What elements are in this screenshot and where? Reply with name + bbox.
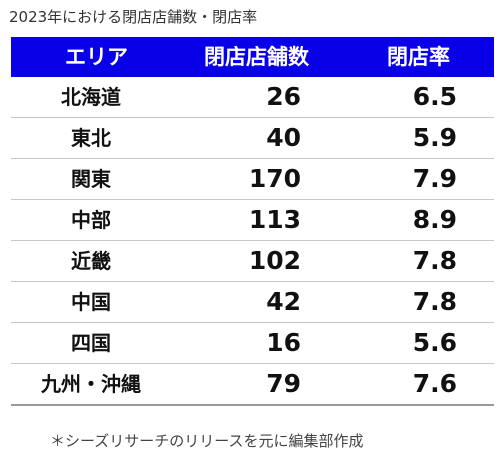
table-row: 中国 42 7.8 (11, 282, 494, 323)
cell-closure-rate: 8.9 (412, 205, 457, 234)
table-row: 関東 170 7.9 (11, 159, 494, 200)
cell-closed-stores: 26 (266, 82, 301, 111)
source-note: ＊シーズリサーチのリリースを元に編集部作成 (50, 432, 364, 450)
table-row: 中部 113 8.9 (11, 200, 494, 241)
cell-closed-stores: 42 (266, 287, 301, 316)
chart-title: 2023年における閉店店舗数・閉店率 (9, 8, 258, 26)
table-row: 東北 40 5.9 (11, 118, 494, 159)
cell-closed-stores: 79 (266, 369, 301, 398)
cell-area: 近畿 (71, 249, 111, 273)
cell-closure-rate: 7.8 (412, 246, 457, 275)
header-closure-rate: 閉店率 (387, 45, 450, 69)
cell-area: 九州・沖縄 (41, 372, 141, 396)
cell-closed-stores: 16 (266, 328, 301, 357)
cell-area: 中部 (71, 208, 111, 232)
header-closed-stores: 閉店店舗数 (204, 45, 309, 69)
table-row: 北海道 26 6.5 (11, 77, 494, 118)
table-row: 近畿 102 7.8 (11, 241, 494, 282)
cell-closure-rate: 7.8 (412, 287, 457, 316)
cell-closure-rate: 6.5 (412, 82, 457, 111)
cell-closed-stores: 40 (266, 123, 301, 152)
closure-table: エリア 閉店店舗数 閉店率 北海道 26 6.5 東北 40 5.9 関東 17… (11, 37, 494, 406)
cell-area: 四国 (71, 331, 111, 355)
cell-closed-stores: 113 (248, 205, 301, 234)
cell-closed-stores: 170 (248, 164, 301, 193)
table-header: エリア 閉店店舗数 閉店率 (11, 37, 494, 77)
cell-area: 中国 (71, 290, 111, 314)
cell-area: 関東 (71, 167, 111, 191)
table-row: 九州・沖縄 79 7.6 (11, 364, 494, 406)
cell-area: 東北 (71, 126, 111, 150)
cell-closure-rate: 7.9 (412, 164, 457, 193)
cell-closure-rate: 5.6 (412, 328, 457, 357)
cell-closure-rate: 5.9 (412, 123, 457, 152)
cell-closed-stores: 102 (248, 246, 301, 275)
header-area: エリア (65, 45, 128, 69)
cell-closure-rate: 7.6 (412, 369, 457, 398)
cell-area: 北海道 (61, 85, 121, 109)
table-row: 四国 16 5.6 (11, 323, 494, 364)
